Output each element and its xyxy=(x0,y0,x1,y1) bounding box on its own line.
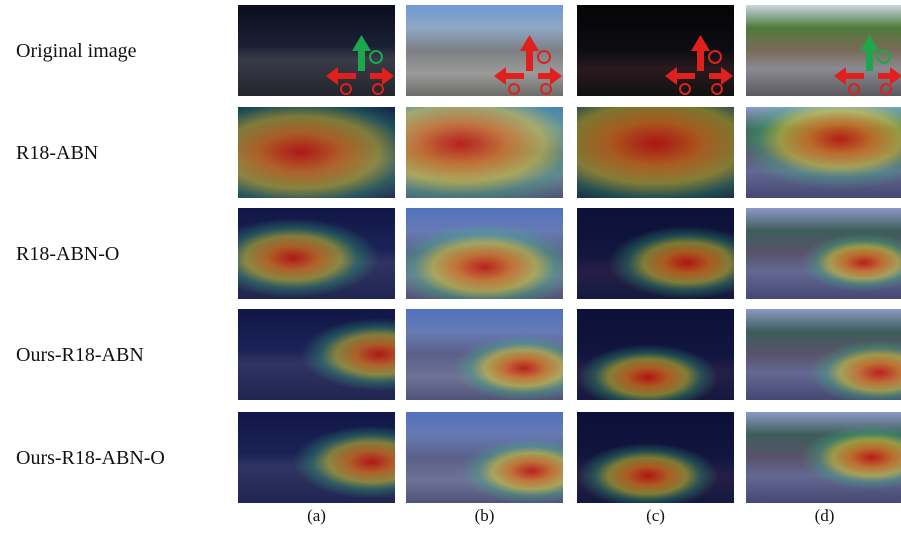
column-label: (a) xyxy=(238,506,395,526)
heatmap xyxy=(406,208,563,299)
heatmap xyxy=(746,412,901,503)
direction-icons xyxy=(238,5,395,96)
row-label: R18-ABN xyxy=(16,141,98,165)
heatmap xyxy=(577,208,734,299)
image-cell xyxy=(746,5,901,96)
heatmap xyxy=(406,309,563,400)
row-label: Ours-R18-ABN xyxy=(16,343,144,367)
direction-icons xyxy=(746,5,901,96)
image-cell xyxy=(746,208,901,299)
heatmap xyxy=(746,309,901,400)
image-cell xyxy=(238,309,395,400)
row-label: Original image xyxy=(16,39,137,63)
heatmap xyxy=(406,107,563,198)
heatmap xyxy=(746,107,901,198)
image-cell xyxy=(406,107,563,198)
direction-icons xyxy=(406,5,563,96)
column-label: (d) xyxy=(746,506,901,526)
heatmap xyxy=(238,412,395,503)
image-cell xyxy=(238,107,395,198)
heatmap xyxy=(406,412,563,503)
image-cell xyxy=(238,5,395,96)
image-cell xyxy=(406,5,563,96)
column-label: (b) xyxy=(406,506,563,526)
heatmap xyxy=(577,107,734,198)
heatmap xyxy=(746,208,901,299)
figure: Original image R18-AB xyxy=(0,0,901,533)
image-cell xyxy=(577,309,734,400)
image-cell xyxy=(406,309,563,400)
image-cell xyxy=(238,208,395,299)
row-label: Ours-R18-ABN-O xyxy=(16,446,165,470)
image-cell xyxy=(577,107,734,198)
image-cell xyxy=(746,309,901,400)
image-cell xyxy=(238,412,395,503)
row-label: R18-ABN-O xyxy=(16,242,119,266)
image-cell xyxy=(577,5,734,96)
heatmap xyxy=(238,309,395,400)
image-cell xyxy=(577,412,734,503)
heatmap xyxy=(577,309,734,400)
heatmap xyxy=(238,107,395,198)
heatmap xyxy=(577,412,734,503)
image-cell xyxy=(406,412,563,503)
direction-icons xyxy=(577,5,734,96)
image-cell xyxy=(577,208,734,299)
heatmap xyxy=(238,208,395,299)
image-cell xyxy=(746,412,901,503)
image-cell xyxy=(746,107,901,198)
image-cell xyxy=(406,208,563,299)
column-label: (c) xyxy=(577,506,734,526)
